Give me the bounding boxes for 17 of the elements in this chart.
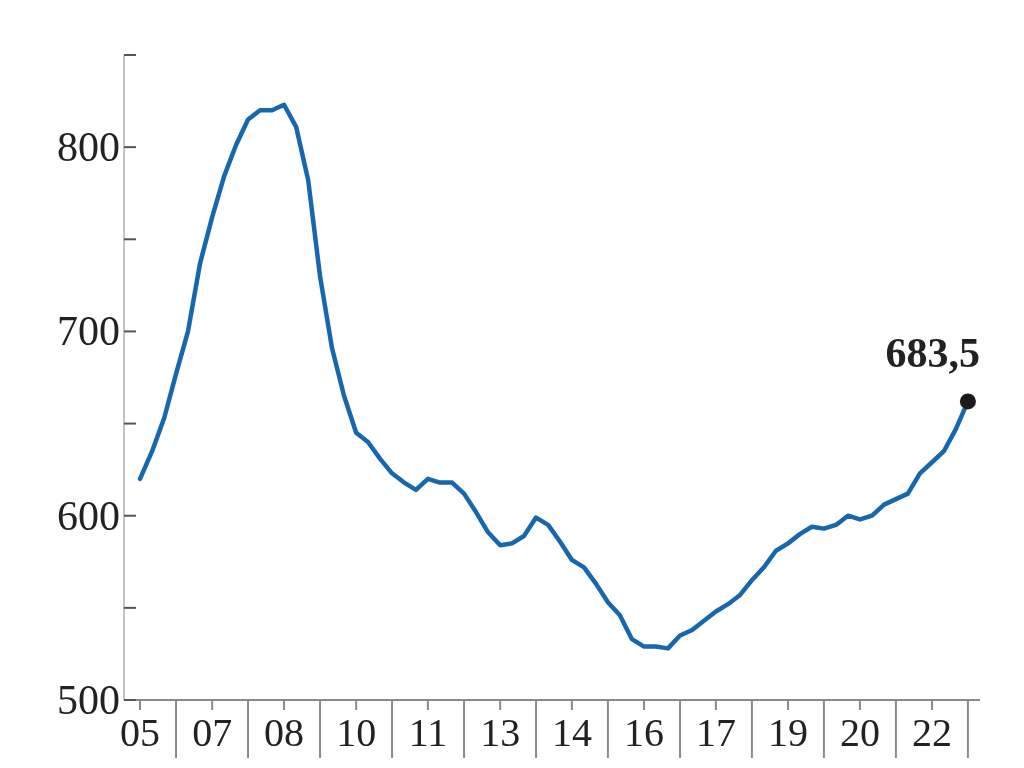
x-tick-label: 14 (551, 710, 592, 755)
y-tick-label: 700 (57, 308, 120, 355)
annotation: 683,5 (885, 330, 980, 377)
y-tick-label: 500 (57, 677, 120, 723)
x-tick-label: 19 (768, 710, 809, 755)
x-tick-label: 13 (480, 710, 521, 755)
x-tick-label: 22 (912, 710, 953, 755)
x-tick-label: 07 (192, 710, 233, 755)
x-tick-label: 17 (695, 710, 736, 755)
x-tick-label: 10 (336, 710, 377, 755)
x-tick-label: 16 (624, 710, 665, 755)
x-tick-label: 20 (839, 710, 880, 755)
y-tick-label: 800 (57, 124, 120, 171)
x-tick-label: 05 (120, 710, 161, 755)
y-tick-label: 600 (57, 492, 120, 539)
x-tick-label: 08 (264, 710, 305, 755)
x-tick-label: 11 (408, 710, 448, 755)
